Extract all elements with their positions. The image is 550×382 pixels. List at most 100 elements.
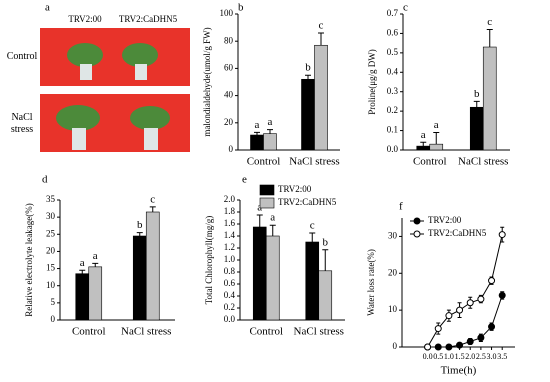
bar <box>305 241 320 321</box>
y-tick-label: 80 <box>224 35 234 45</box>
x-tick-label: 0.0 <box>423 352 433 361</box>
y-tick-label: 10 <box>46 280 56 290</box>
bar <box>145 211 160 321</box>
error-bar <box>305 74 311 80</box>
y-axis-label: Proline(μg/g DW) <box>367 49 377 115</box>
legend-label: TRV2:00 <box>278 184 312 194</box>
y-tick-label: 20 <box>388 267 398 277</box>
y-tick-label: 0.6 <box>224 278 236 288</box>
x-tick-label: Control <box>247 156 281 168</box>
significance-letter: b <box>474 88 480 100</box>
bar <box>252 226 267 321</box>
marker <box>445 312 453 320</box>
error-bar <box>149 206 156 212</box>
error-bar <box>79 269 86 274</box>
legend-marker <box>413 217 421 225</box>
panel-label: d <box>42 174 48 186</box>
y-tick-label: 0.4 <box>224 290 236 300</box>
y-tick-label: 1.8 <box>224 206 236 216</box>
x-tick-label: Control <box>72 326 106 338</box>
row-label: Control <box>6 51 38 62</box>
pots <box>72 64 158 150</box>
legend-label: TRV2:CaDHN5 <box>278 197 337 207</box>
x-tick-label: NaCl stress <box>458 156 508 168</box>
error-bar <box>473 100 480 108</box>
significance-letter: c <box>150 193 155 205</box>
marker <box>498 231 506 239</box>
error-bar <box>254 131 260 136</box>
y-tick-label: 20 <box>46 245 56 255</box>
x-tick-label: 1.5 <box>455 352 465 361</box>
marker <box>466 337 474 345</box>
x-tick-label: 1.0 <box>444 352 454 361</box>
panel-label: e <box>242 174 247 186</box>
y-tick-label: 25 <box>46 228 56 238</box>
plants <box>56 43 170 131</box>
y-axis-label: malondialdehyde(umol/g FW) <box>202 27 212 136</box>
marker <box>434 343 442 351</box>
significance-letter: b <box>323 236 329 248</box>
y-tick-label: 0 <box>229 144 234 154</box>
y-axis-label: Relative electrolyte leakage(%) <box>24 203 34 316</box>
y-tick-label: 0.0 <box>387 144 399 154</box>
y-tick-label: 0.1 <box>387 125 398 135</box>
bar <box>301 78 315 151</box>
marker <box>477 295 485 303</box>
legend-swatch <box>259 184 275 196</box>
x-tick-label: NaCl stress <box>121 326 171 338</box>
legend-label: TRV2:00 <box>428 215 462 225</box>
error-bar <box>256 214 263 227</box>
error-bar <box>269 224 276 236</box>
error-bar <box>136 232 143 236</box>
error-bar <box>92 262 99 267</box>
bar <box>263 133 277 151</box>
y-tick-label: 0.8 <box>224 266 236 276</box>
y-tick-label: 0.5 <box>387 47 399 57</box>
significance-letter: c <box>487 16 492 28</box>
y-tick-label: 20 <box>224 117 234 127</box>
marker <box>488 277 496 285</box>
panel-label: f <box>399 201 403 213</box>
marker <box>466 299 474 307</box>
y-tick-label: 1.4 <box>224 230 236 240</box>
x-tick-label: Control <box>249 326 283 338</box>
x-tick-label: 3.0 <box>487 352 497 361</box>
legend-marker <box>413 230 421 238</box>
significance-letter: c <box>319 20 324 32</box>
significance-letter: a <box>255 119 260 131</box>
marker <box>477 334 485 342</box>
significance-letter: b <box>137 219 143 231</box>
y-axis-label: Total Chlorophyll(mg/g) <box>204 216 214 305</box>
bar <box>318 270 333 321</box>
error-bar <box>309 232 316 242</box>
significance-letter: a <box>268 116 273 128</box>
y-tick-label: 0.2 <box>224 302 235 312</box>
significance-letter: b <box>305 62 311 74</box>
y-tick-label: 10 <box>388 304 398 314</box>
y-tick-label: 30 <box>388 230 398 240</box>
column-label: TRV2:CaDHN5 <box>119 14 178 24</box>
legend-swatch <box>259 197 275 209</box>
bar <box>429 143 444 151</box>
y-tick-label: 0.3 <box>387 86 399 96</box>
y-tick-label: 100 <box>220 8 234 18</box>
significance-letter: a <box>421 129 426 141</box>
panel-label: a <box>45 2 50 14</box>
x-tick-label: Control <box>413 156 447 168</box>
error-bar <box>267 129 273 134</box>
y-tick-label: 5 <box>51 297 56 307</box>
bar <box>482 46 497 151</box>
bar <box>250 134 264 151</box>
y-tick-label: 0.6 <box>387 27 399 37</box>
y-tick-label: 0.2 <box>387 105 398 115</box>
x-tick-label: 0.5 <box>433 352 443 361</box>
row-label: NaCl stress <box>10 112 34 135</box>
x-tick-label: 3.5 <box>497 352 507 361</box>
y-axis-label: Water loss rate(%) <box>366 249 376 316</box>
significance-letter: a <box>80 257 85 269</box>
error-bar <box>486 29 493 48</box>
panel-label: c <box>403 2 408 14</box>
marker <box>434 325 442 333</box>
x-tick-label: 2.0 <box>465 352 475 361</box>
error-bar <box>322 249 329 271</box>
